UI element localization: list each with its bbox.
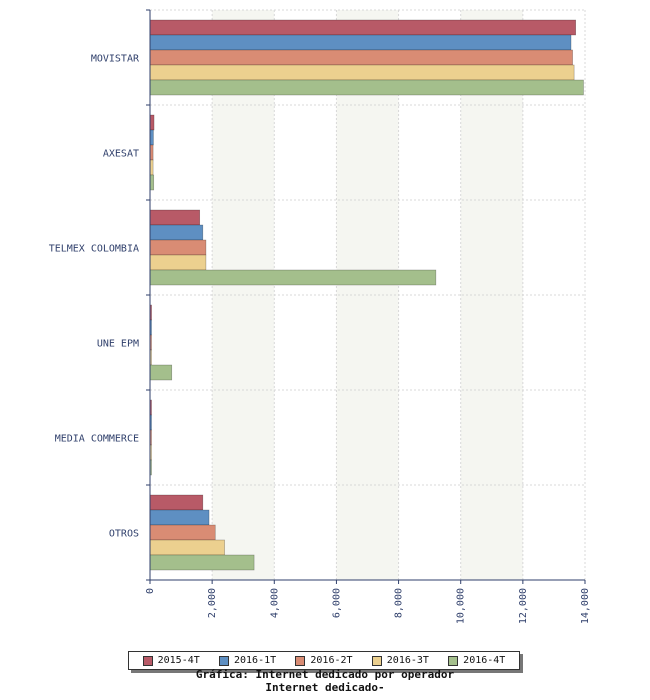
- legend-item: 2016-1T: [219, 655, 276, 666]
- legend-label: 2015-4T: [157, 655, 200, 666]
- bar-movistar-2015-4t: [149, 19, 576, 36]
- x-tick-label: 6,000: [331, 588, 342, 618]
- bar-movistar-2016-1t: [149, 34, 572, 51]
- bar-movistar-2016-3t: [149, 64, 575, 81]
- bar-chart: MOVISTAR AXESAT TELMEX COLOMBIA UNE EPM MEDI…: [49, 9, 591, 624]
- x-tick-label: 2,000: [207, 588, 218, 618]
- category-label: MEDIA COMMERCE: [55, 434, 139, 445]
- bar-axesat-2016-1t: [149, 129, 154, 146]
- category-label: AXESAT: [103, 149, 139, 160]
- bar-telmex-colombia-2016-1t: [149, 224, 204, 241]
- category-label: TELMEX COLOMBIA: [49, 244, 139, 255]
- x-tick-label: 10,000: [456, 588, 467, 624]
- legend: 2015-4T 2016-1T 2016-2T 2016-3T 2016-4T: [128, 651, 520, 670]
- gridlines: [149, 9, 586, 581]
- chart-subcaption: Internet dedicado-: [265, 681, 385, 694]
- chart-caption: Gráfica: Internet dedicado por operador: [195, 668, 455, 681]
- bar-axesat-2016-4t: [149, 174, 155, 191]
- bar-otros-2016-2t: [149, 524, 216, 541]
- legend-item: 2015-4T: [142, 655, 200, 666]
- bar-movistar-2016-2t: [149, 49, 573, 66]
- category-label: OTROS: [109, 529, 139, 540]
- bar-axesat-2015-4t: [149, 114, 155, 131]
- legend-label: 2016-1T: [234, 655, 277, 666]
- bar-telmex-colombia-2016-2t: [149, 239, 207, 256]
- legend-swatch: [142, 655, 153, 666]
- x-tick-label: 14,000: [580, 588, 591, 624]
- bar-otros-2016-4t: [149, 554, 255, 571]
- axes: [146, 9, 586, 584]
- legend-label: 2016-3T: [386, 655, 429, 666]
- x-tick-label: 8,000: [394, 588, 405, 618]
- legend-swatch: [371, 655, 382, 666]
- legend-item: 2016-2T: [295, 655, 353, 666]
- tick-labels: 0 2,000 4,000 6,000 8,000 10,000 12,000 14,000: [145, 588, 591, 624]
- bar-movistar-2016-4t: [149, 79, 584, 96]
- bars: [149, 19, 584, 571]
- legend-swatch: [219, 655, 229, 666]
- x-tick-label: 0: [145, 588, 156, 594]
- bar-telmex-colombia-2015-4t: [149, 209, 201, 226]
- bar-otros-2015-4t: [149, 494, 204, 511]
- legend-swatch: [295, 655, 306, 666]
- bar-otros-2016-3t: [149, 539, 225, 556]
- x-tick-label: 4,000: [269, 588, 280, 618]
- legend-item: 2016-4T: [448, 655, 505, 666]
- legend-label: 2016-4T: [463, 655, 506, 666]
- category-labels: MOVISTAR AXESAT TELMEX COLOMBIA UNE EPM MEDI…: [49, 54, 140, 540]
- bar-telmex-colombia-2016-4t: [149, 269, 437, 286]
- legend-item: 2016-3T: [371, 655, 429, 666]
- legend-label: 2016-2T: [310, 655, 353, 666]
- x-tick-label: 12,000: [518, 588, 529, 624]
- bar-otros-2016-1t: [149, 509, 210, 526]
- bar-une-epm-2016-4t: [149, 364, 173, 381]
- bar-telmex-colombia-2016-3t: [149, 254, 207, 271]
- legend-swatch: [448, 655, 459, 666]
- category-label: MOVISTAR: [91, 54, 140, 65]
- category-label: UNE EPM: [97, 339, 139, 350]
